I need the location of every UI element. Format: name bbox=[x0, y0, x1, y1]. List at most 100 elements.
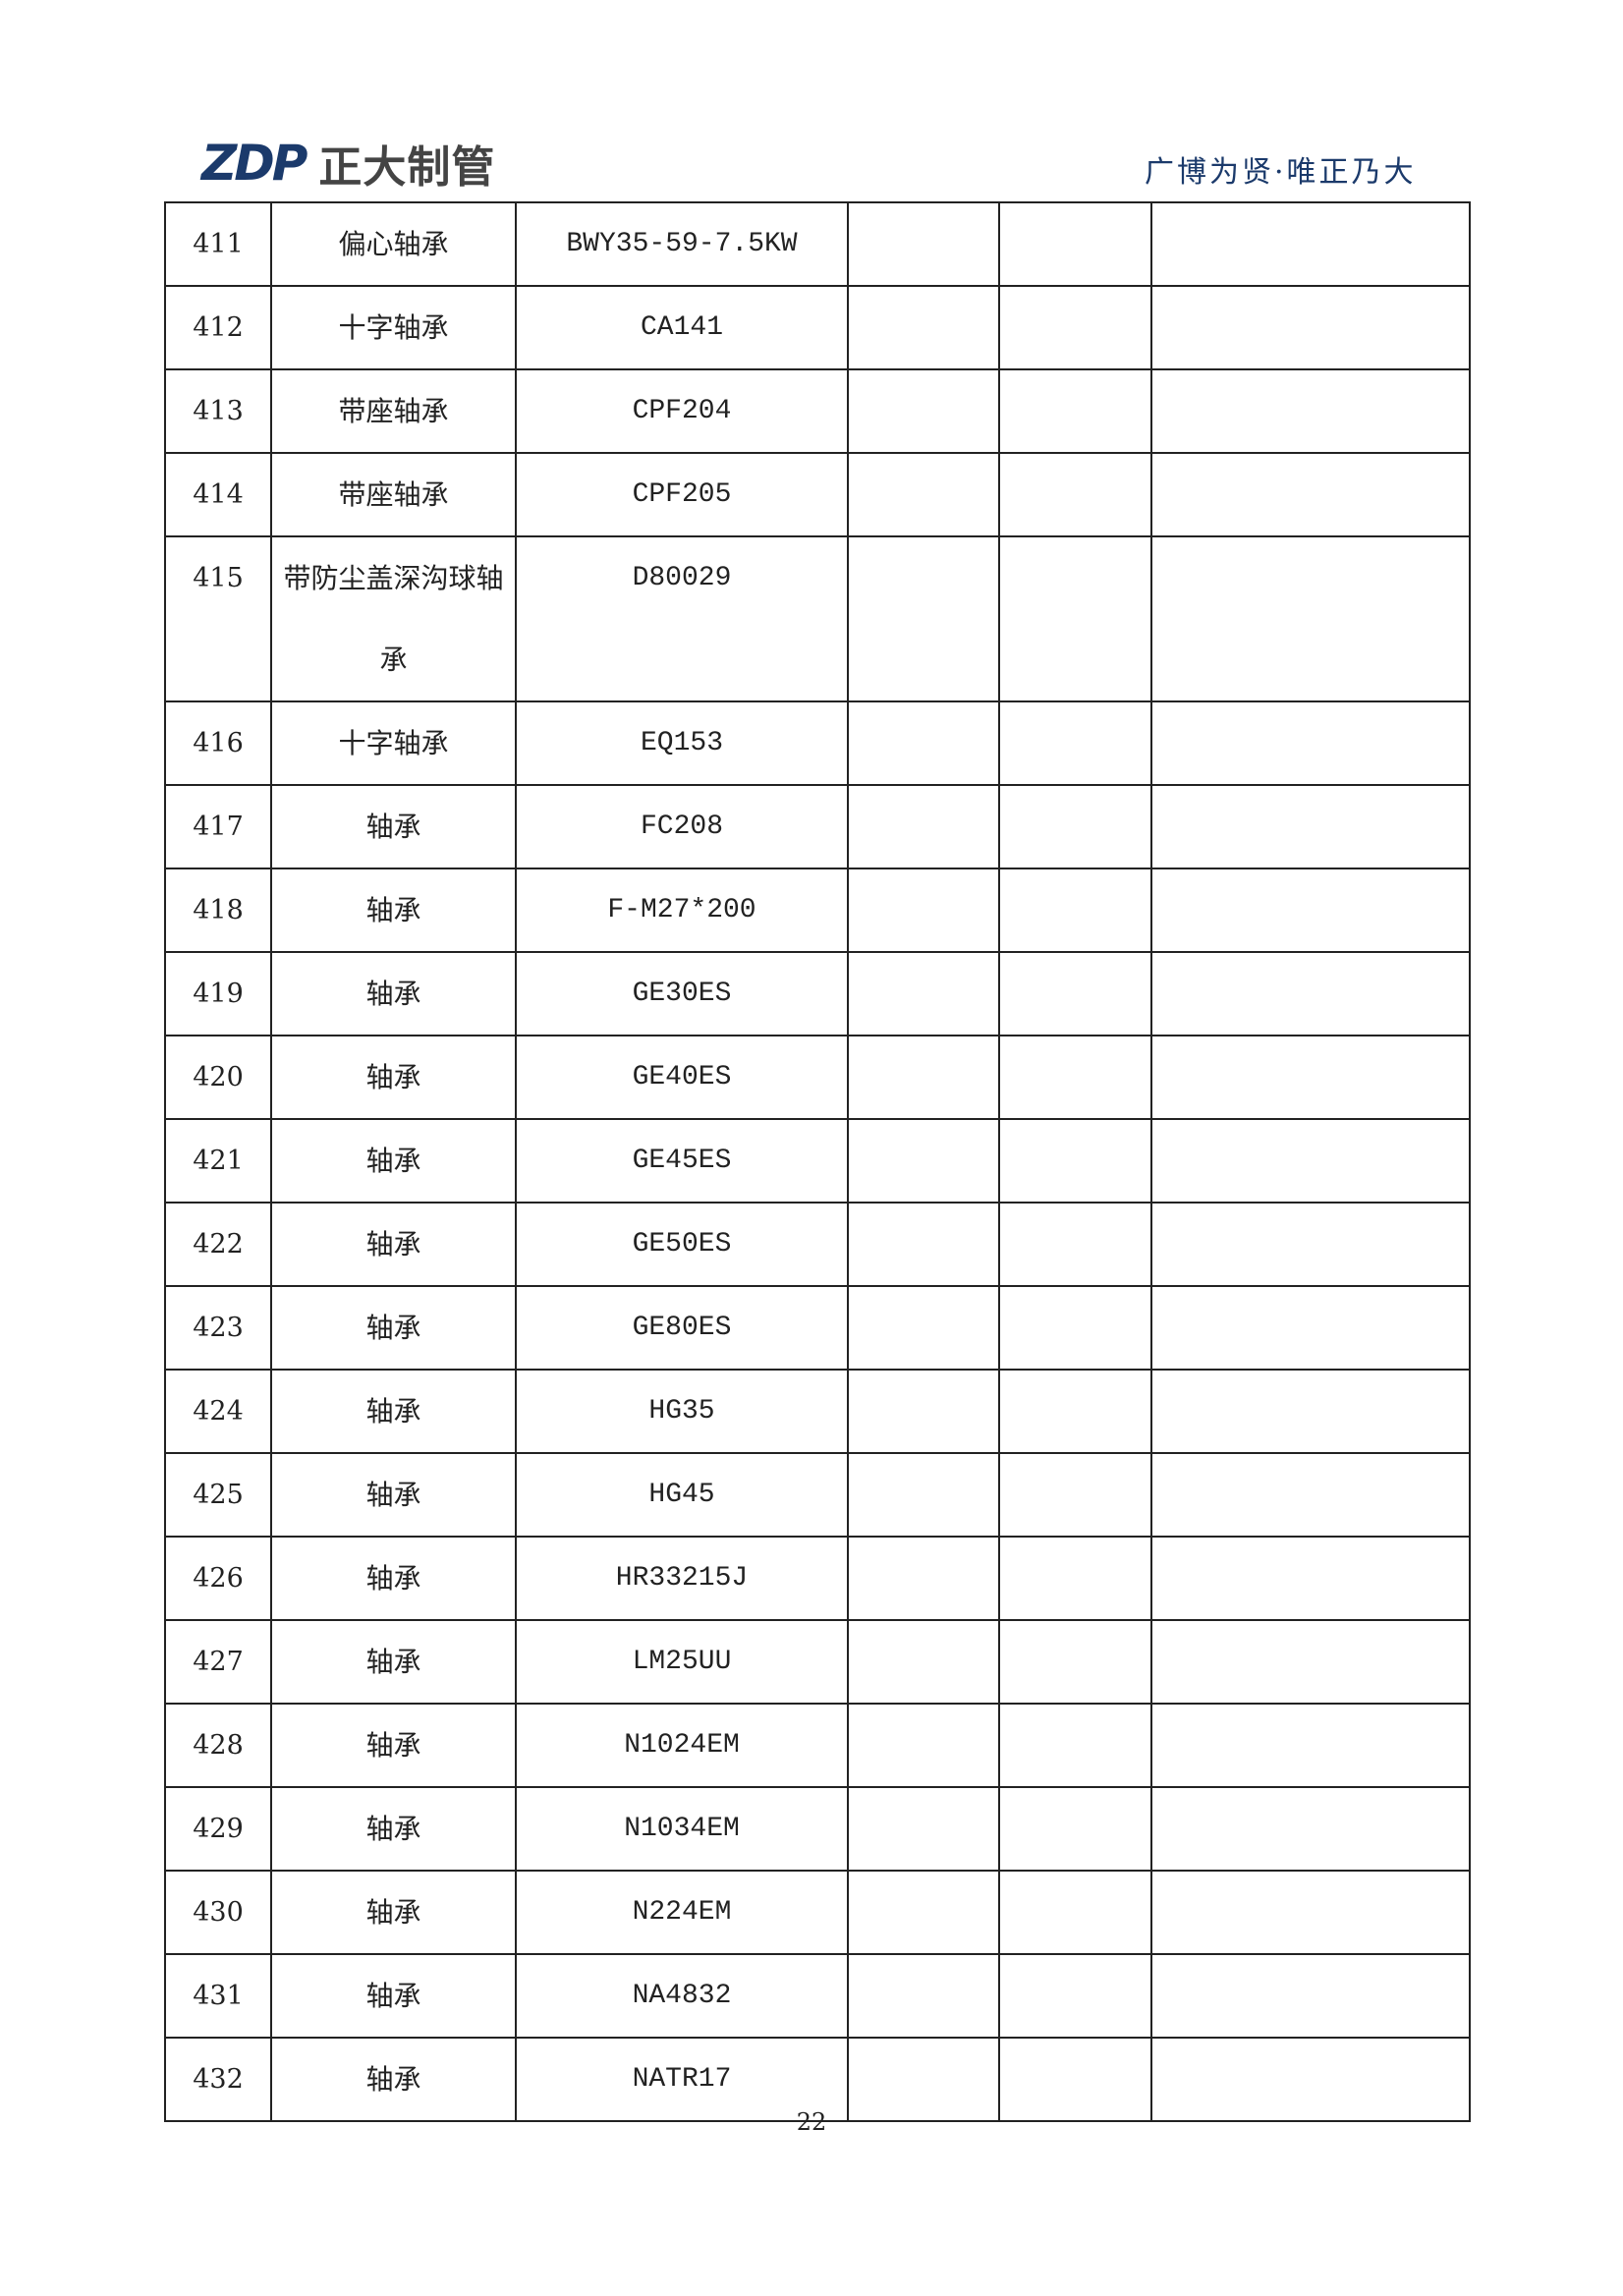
empty-cell bbox=[1150, 868, 1471, 953]
empty-cell bbox=[998, 2037, 1152, 2122]
part-name: 轴承 bbox=[270, 1619, 517, 1705]
empty-cell bbox=[998, 1536, 1152, 1621]
empty-cell bbox=[1150, 368, 1471, 454]
part-name: 轴承 bbox=[270, 1870, 517, 1955]
empty-cell bbox=[998, 784, 1152, 869]
table-row: 411 偏心轴承 BWY35-59-7.5KW bbox=[164, 201, 1471, 287]
empty-cell bbox=[998, 1118, 1152, 1204]
empty-cell bbox=[847, 1285, 1000, 1371]
empty-cell bbox=[847, 285, 1000, 370]
logo-mark: ZDP bbox=[201, 135, 308, 192]
empty-cell bbox=[847, 1870, 1000, 1955]
empty-cell bbox=[998, 1953, 1152, 2039]
row-number: 426 bbox=[164, 1536, 272, 1621]
empty-cell bbox=[998, 285, 1152, 370]
table-row: 428 轴承 N1024EM bbox=[164, 1703, 1471, 1788]
table-row: 418 轴承 F-M27*200 bbox=[164, 868, 1471, 953]
empty-cell bbox=[1150, 1285, 1471, 1371]
row-number: 432 bbox=[164, 2037, 272, 2122]
empty-cell bbox=[998, 535, 1152, 702]
empty-cell bbox=[847, 368, 1000, 454]
empty-cell bbox=[1150, 1953, 1471, 2039]
row-number: 422 bbox=[164, 1202, 272, 1287]
row-number: 417 bbox=[164, 784, 272, 869]
empty-cell bbox=[847, 1202, 1000, 1287]
empty-cell bbox=[847, 452, 1000, 537]
empty-cell bbox=[998, 1285, 1152, 1371]
row-number: 420 bbox=[164, 1035, 272, 1120]
empty-cell bbox=[847, 1035, 1000, 1120]
part-model: N1034EM bbox=[515, 1786, 849, 1872]
table-row: 425 轴承 HG45 bbox=[164, 1452, 1471, 1538]
part-name: 轴承 bbox=[270, 1536, 517, 1621]
part-name: 轴承 bbox=[270, 1703, 517, 1788]
part-name: 十字轴承 bbox=[270, 700, 517, 786]
row-number: 421 bbox=[164, 1118, 272, 1204]
empty-cell bbox=[847, 1369, 1000, 1454]
table-row: 432 轴承 NATR17 bbox=[164, 2037, 1471, 2122]
empty-cell bbox=[847, 1703, 1000, 1788]
table-row: 414 带座轴承 CPF205 bbox=[164, 452, 1471, 537]
empty-cell bbox=[1150, 1369, 1471, 1454]
part-model: NATR17 bbox=[515, 2037, 849, 2122]
empty-cell bbox=[998, 1035, 1152, 1120]
part-model: EQ153 bbox=[515, 700, 849, 786]
empty-cell bbox=[1150, 1035, 1471, 1120]
part-name: 偏心轴承 bbox=[270, 201, 517, 287]
company-logo: ZDP 正大制管 bbox=[201, 135, 495, 193]
empty-cell bbox=[1150, 285, 1471, 370]
part-name: 十字轴承 bbox=[270, 285, 517, 370]
empty-cell bbox=[847, 1619, 1000, 1705]
part-name: 轴承 bbox=[270, 1786, 517, 1872]
part-name: 轴承 bbox=[270, 1285, 517, 1371]
part-name: 轴承 bbox=[270, 951, 517, 1036]
part-model: GE80ES bbox=[515, 1285, 849, 1371]
empty-cell bbox=[998, 368, 1152, 454]
row-number: 428 bbox=[164, 1703, 272, 1788]
part-model: GE40ES bbox=[515, 1035, 849, 1120]
table-row: 422 轴承 GE50ES bbox=[164, 1202, 1471, 1287]
part-name: 带座轴承 bbox=[270, 452, 517, 537]
empty-cell bbox=[1150, 1703, 1471, 1788]
table-row: 424 轴承 HG35 bbox=[164, 1369, 1471, 1454]
part-name: 轴承 bbox=[270, 1452, 517, 1538]
empty-cell bbox=[998, 1619, 1152, 1705]
row-number: 418 bbox=[164, 868, 272, 953]
empty-cell bbox=[847, 1118, 1000, 1204]
empty-cell bbox=[998, 868, 1152, 953]
table-row: 413 带座轴承 CPF204 bbox=[164, 368, 1471, 454]
table-row: 423 轴承 GE80ES bbox=[164, 1285, 1471, 1371]
empty-cell bbox=[1150, 1786, 1471, 1872]
empty-cell bbox=[847, 1953, 1000, 2039]
empty-cell bbox=[1150, 1452, 1471, 1538]
empty-cell bbox=[847, 700, 1000, 786]
part-name: 带防尘盖深沟球轴承 bbox=[270, 535, 517, 702]
empty-cell bbox=[998, 1703, 1152, 1788]
logo-text: 正大制管 bbox=[318, 142, 496, 193]
part-name: 轴承 bbox=[270, 1202, 517, 1287]
part-model: HG45 bbox=[515, 1452, 849, 1538]
row-number: 425 bbox=[164, 1452, 272, 1538]
table-row: 431 轴承 NA4832 bbox=[164, 1953, 1471, 2039]
empty-cell bbox=[1150, 535, 1471, 702]
empty-cell bbox=[1150, 951, 1471, 1036]
part-name: 轴承 bbox=[270, 2037, 517, 2122]
empty-cell bbox=[1150, 1536, 1471, 1621]
empty-cell bbox=[1150, 1870, 1471, 1955]
empty-cell bbox=[998, 201, 1152, 287]
empty-cell bbox=[1150, 700, 1471, 786]
empty-cell bbox=[847, 2037, 1000, 2122]
row-number: 424 bbox=[164, 1369, 272, 1454]
page-number: 22 bbox=[796, 2108, 827, 2136]
empty-cell bbox=[998, 700, 1152, 786]
company-slogan: 广博为贤·唯正乃大 bbox=[1145, 155, 1417, 190]
part-model: HR33215J bbox=[515, 1536, 849, 1621]
table-row: 419 轴承 GE30ES bbox=[164, 951, 1471, 1036]
empty-cell bbox=[998, 1870, 1152, 1955]
empty-cell bbox=[998, 951, 1152, 1036]
table-row: 429 轴承 N1034EM bbox=[164, 1786, 1471, 1872]
empty-cell bbox=[1150, 1202, 1471, 1287]
empty-cell bbox=[847, 1536, 1000, 1621]
part-model: HG35 bbox=[515, 1369, 849, 1454]
part-name: 轴承 bbox=[270, 784, 517, 869]
